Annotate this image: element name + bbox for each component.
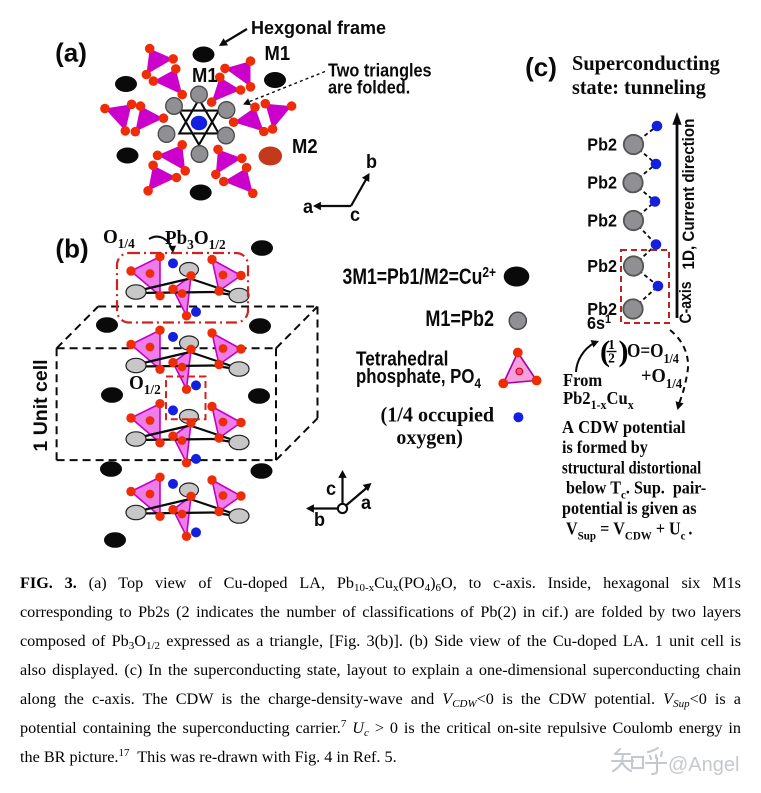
svg-text:c: c	[350, 204, 360, 226]
svg-text:below Tc. Sup. pair-: below Tc. Sup. pair-	[562, 478, 706, 502]
svg-text:2: 2	[608, 351, 615, 366]
svg-text:M1: M1	[265, 43, 291, 65]
svg-text:Tetrahedral: Tetrahedral	[356, 347, 448, 370]
svg-text:Pb2: Pb2	[587, 256, 617, 276]
svg-text:structural distortional: structural distortional	[562, 459, 702, 477]
svg-text:@Angel: @Angel	[668, 754, 739, 776]
svg-text:are folded.: are folded.	[328, 77, 410, 98]
svg-text:Pb21-xCux: Pb21-xCux	[563, 388, 634, 412]
svg-text:(1/4 occupied: (1/4 occupied	[381, 404, 495, 426]
svg-text:O1/4: O1/4	[103, 227, 135, 251]
svg-text:is formed by: is formed by	[562, 438, 648, 458]
svg-text:1: 1	[608, 337, 615, 352]
svg-text:6s1: 6s1	[587, 313, 612, 333]
svg-text:): )	[619, 335, 629, 368]
svg-text:(c): (c)	[525, 52, 557, 82]
svg-text:3M1=Pb1/M2=Cu2+: 3M1=Pb1/M2=Cu2+	[343, 264, 497, 290]
svg-text:+O1/4: +O1/4	[641, 365, 683, 391]
svg-text:(b): (b)	[55, 234, 88, 264]
svg-text:M1=Pb2: M1=Pb2	[425, 307, 494, 331]
svg-text:C-axis: C-axis	[677, 281, 695, 323]
svg-text:VSup = VCDW + Uc .: VSup = VCDW + Uc .	[562, 519, 692, 543]
svg-text:(: (	[600, 335, 610, 368]
svg-text:Pb2: Pb2	[587, 173, 617, 193]
svg-text:(a): (a)	[55, 38, 87, 68]
svg-text:a: a	[361, 492, 372, 514]
svg-text:oxygen): oxygen)	[396, 427, 462, 450]
svg-text:a: a	[303, 196, 314, 218]
svg-text:b: b	[366, 151, 377, 173]
svg-text:O1/2: O1/2	[129, 373, 161, 397]
svg-text:O=O1/4: O=O1/4	[627, 340, 679, 366]
svg-text:b: b	[314, 509, 325, 531]
svg-text:c: c	[326, 478, 336, 500]
svg-text:From: From	[563, 370, 603, 390]
svg-text:Pb2: Pb2	[587, 135, 617, 155]
svg-text:M2: M2	[292, 136, 318, 158]
svg-text:state: tunneling: state: tunneling	[572, 77, 707, 99]
svg-text:Pb2: Pb2	[587, 211, 617, 231]
svg-text:potential is given as: potential is given as	[562, 498, 697, 518]
svg-text:Superconducting: Superconducting	[572, 53, 720, 75]
svg-text:1 Unit cell: 1 Unit cell	[30, 359, 52, 451]
svg-text:phosphate, PO4: phosphate, PO4	[356, 365, 482, 392]
svg-text:M1: M1	[192, 65, 218, 87]
svg-text:A CDW potential: A CDW potential	[562, 418, 686, 437]
svg-text:Two triangles: Two triangles	[328, 60, 432, 81]
svg-text:Pb2: Pb2	[587, 299, 617, 319]
svg-text:1D, Current direction: 1D, Current direction	[680, 119, 698, 270]
svg-text:Hexgonal frame: Hexgonal frame	[251, 18, 386, 38]
